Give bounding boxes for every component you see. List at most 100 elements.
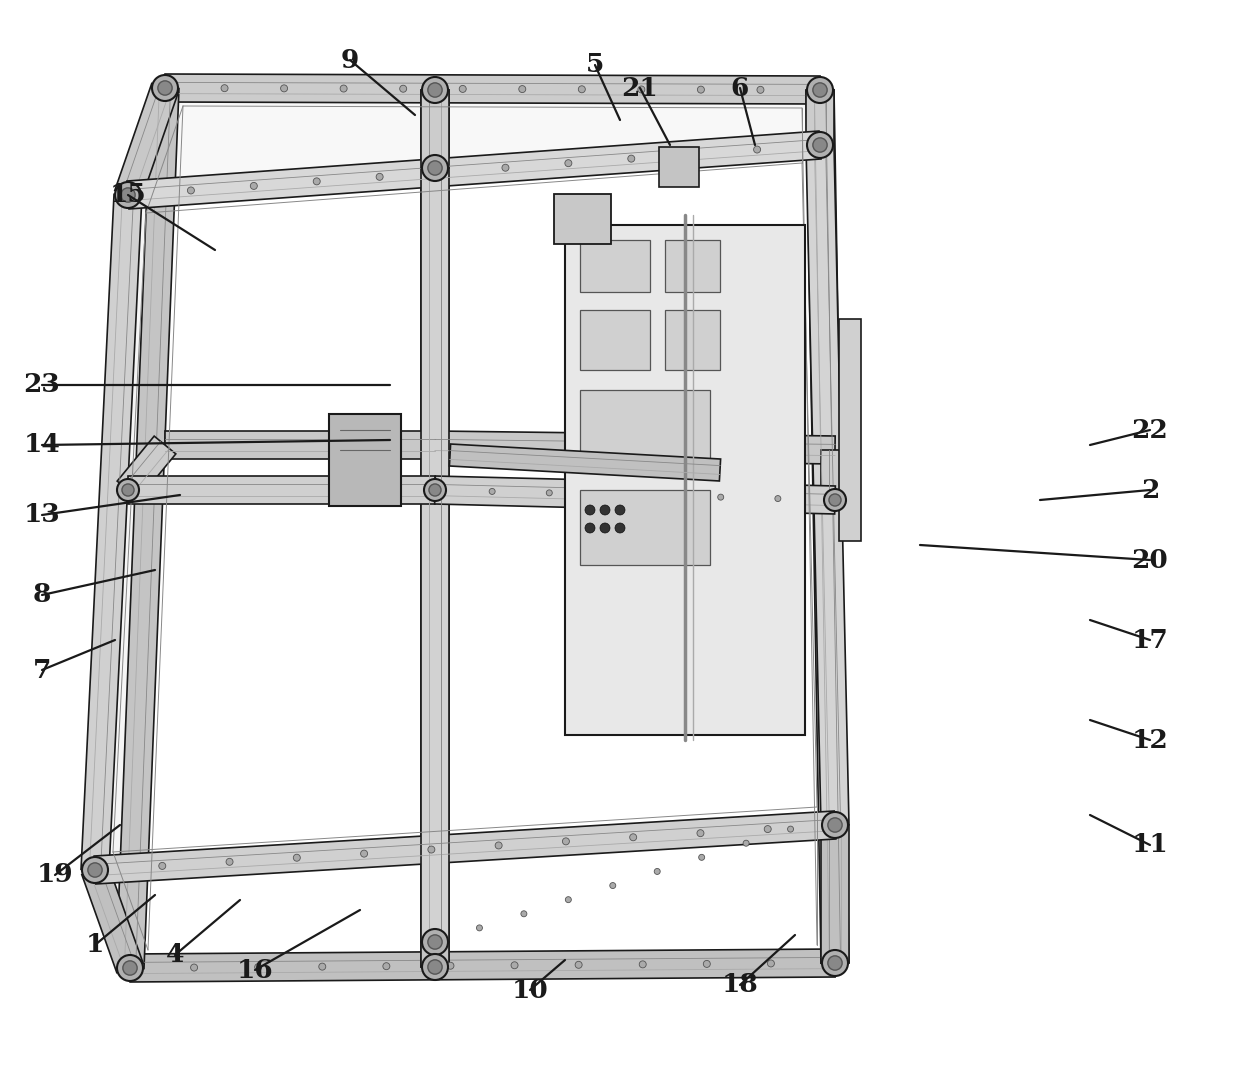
Bar: [580, 310, 650, 370]
Circle shape: [754, 146, 760, 153]
Text: 13: 13: [24, 502, 61, 527]
Circle shape: [565, 159, 572, 167]
Circle shape: [153, 75, 179, 100]
Polygon shape: [130, 949, 835, 982]
Circle shape: [575, 961, 582, 969]
Circle shape: [718, 495, 724, 500]
Text: 5: 5: [585, 52, 604, 78]
Circle shape: [122, 484, 134, 496]
Circle shape: [120, 188, 135, 202]
Circle shape: [807, 78, 833, 103]
Circle shape: [314, 178, 320, 185]
Text: 9: 9: [341, 47, 360, 72]
Circle shape: [489, 488, 495, 495]
Circle shape: [768, 960, 775, 966]
FancyBboxPatch shape: [329, 414, 401, 506]
Polygon shape: [435, 476, 836, 514]
Circle shape: [319, 963, 326, 970]
Circle shape: [764, 826, 771, 832]
Bar: [580, 390, 711, 470]
Circle shape: [422, 78, 448, 103]
Circle shape: [191, 964, 197, 971]
Circle shape: [250, 182, 258, 189]
Circle shape: [117, 956, 143, 981]
Circle shape: [428, 846, 435, 853]
Circle shape: [630, 834, 636, 841]
Circle shape: [627, 155, 635, 162]
Circle shape: [428, 83, 443, 97]
Circle shape: [511, 962, 518, 969]
Circle shape: [775, 496, 781, 501]
Circle shape: [697, 830, 704, 836]
Text: 20: 20: [1132, 547, 1168, 572]
Circle shape: [117, 479, 139, 501]
Circle shape: [655, 868, 660, 875]
Circle shape: [547, 490, 552, 496]
Circle shape: [828, 956, 842, 970]
Circle shape: [429, 484, 441, 496]
Circle shape: [428, 935, 443, 949]
Bar: [665, 240, 720, 292]
Circle shape: [459, 85, 466, 93]
Circle shape: [446, 962, 454, 970]
Polygon shape: [422, 90, 449, 168]
Circle shape: [585, 505, 595, 515]
Text: 18: 18: [722, 973, 759, 997]
Circle shape: [82, 857, 108, 883]
Polygon shape: [165, 431, 435, 459]
Circle shape: [361, 851, 367, 857]
Circle shape: [123, 961, 138, 975]
Polygon shape: [806, 145, 849, 826]
FancyBboxPatch shape: [565, 225, 805, 735]
Circle shape: [294, 854, 300, 862]
Circle shape: [703, 960, 711, 968]
Polygon shape: [422, 942, 449, 968]
Circle shape: [157, 81, 172, 95]
Circle shape: [340, 85, 347, 92]
Circle shape: [115, 182, 141, 207]
Circle shape: [600, 505, 610, 515]
Circle shape: [813, 83, 827, 97]
Text: 10: 10: [512, 977, 548, 1002]
Polygon shape: [118, 436, 176, 499]
Text: 14: 14: [24, 432, 61, 458]
Polygon shape: [81, 194, 143, 870]
Circle shape: [830, 494, 841, 506]
Text: 19: 19: [37, 863, 73, 888]
Circle shape: [226, 858, 233, 865]
Polygon shape: [806, 90, 849, 963]
Circle shape: [825, 489, 846, 511]
Circle shape: [615, 505, 625, 515]
Polygon shape: [449, 444, 720, 480]
Circle shape: [661, 492, 667, 499]
Text: 17: 17: [1132, 628, 1168, 653]
Text: 23: 23: [24, 372, 61, 397]
Polygon shape: [422, 168, 449, 942]
Polygon shape: [165, 74, 820, 104]
Text: 12: 12: [1132, 727, 1168, 752]
Text: 1: 1: [86, 933, 104, 958]
Circle shape: [424, 479, 446, 501]
Polygon shape: [128, 476, 435, 505]
Circle shape: [221, 85, 228, 92]
Text: 6: 6: [730, 75, 749, 100]
Circle shape: [159, 863, 166, 869]
Circle shape: [376, 174, 383, 180]
Circle shape: [563, 838, 569, 845]
Circle shape: [600, 523, 610, 533]
Circle shape: [640, 961, 646, 968]
Circle shape: [476, 925, 482, 930]
Circle shape: [187, 187, 195, 194]
Circle shape: [698, 854, 704, 860]
Circle shape: [637, 86, 645, 93]
Circle shape: [428, 161, 443, 175]
Text: 4: 4: [166, 942, 185, 968]
Circle shape: [399, 85, 407, 92]
Circle shape: [807, 132, 833, 158]
Polygon shape: [422, 90, 449, 968]
Polygon shape: [95, 88, 165, 968]
Text: 21: 21: [621, 75, 658, 100]
Text: 11: 11: [1132, 832, 1168, 857]
Text: 2: 2: [1141, 477, 1159, 502]
Polygon shape: [435, 431, 836, 464]
